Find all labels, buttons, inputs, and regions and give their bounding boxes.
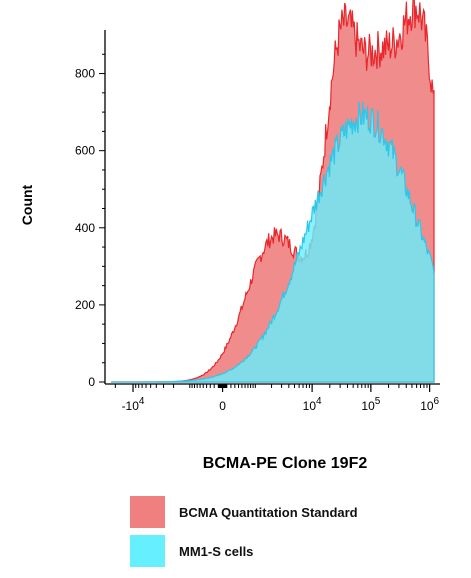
legend-label-standard: BCMA Quantitation Standard — [179, 504, 358, 520]
legend-swatch-standard — [130, 496, 165, 528]
y-axis-title: Count — [19, 184, 35, 225]
x-tick-label: 105 — [361, 396, 380, 413]
legend-swatch-mm1s — [130, 535, 165, 567]
legend-entry-standard: BCMA Quantitation Standard — [130, 495, 358, 529]
y-tick-label: 0 — [88, 375, 95, 389]
y-tick-label: 400 — [75, 221, 95, 235]
y-tick-label: 800 — [75, 67, 95, 81]
flow-cytometry-histogram: 0 200 400 600 800 -104 0 104 105 106 Count BCMA-P… — [19, 0, 440, 472]
y-tick-label: 200 — [75, 298, 95, 312]
x-tick-label: 0 — [219, 399, 226, 413]
x-axis-title: BCMA-PE Clone 19F2 — [203, 455, 368, 472]
legend-entry-mm1s: MM1-S cells — [130, 534, 358, 568]
x-tick-label: 104 — [303, 396, 322, 413]
histogram-series-2 — [111, 101, 435, 383]
legend: BCMA Quantitation Standard MM1-S cells — [130, 495, 358, 573]
x-tick-label: -104 — [122, 396, 145, 413]
x-tick-label: 106 — [420, 396, 439, 413]
legend-label-mm1s: MM1-S cells — [179, 543, 254, 559]
y-tick-label: 600 — [75, 144, 95, 158]
